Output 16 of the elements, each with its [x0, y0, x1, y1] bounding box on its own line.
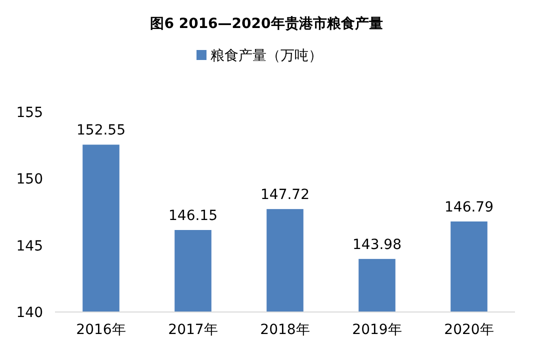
data-label: 143.98: [352, 236, 402, 253]
x-tick-label: 2019年: [352, 322, 402, 338]
x-tick-label: 2018年: [260, 322, 310, 338]
y-tick-label: 155: [16, 105, 43, 121]
data-label: 146.15: [168, 208, 218, 224]
x-tick-label: 2017年: [168, 322, 218, 338]
legend-label: 粮食产量（万吨）: [210, 48, 322, 64]
x-tick-label: 2020年: [444, 322, 494, 338]
y-tick-label: 150: [16, 172, 43, 188]
data-label: 152.55: [76, 122, 126, 139]
data-label: 146.79: [444, 199, 494, 216]
y-tick-label: 140: [16, 305, 43, 321]
chart-title: 图6 2016—2020年贵港市粮食产量: [150, 15, 383, 32]
x-tick-label: 2016年: [76, 322, 126, 338]
data-label: 147.72: [260, 187, 310, 204]
y-tick-label: 145: [16, 238, 43, 254]
